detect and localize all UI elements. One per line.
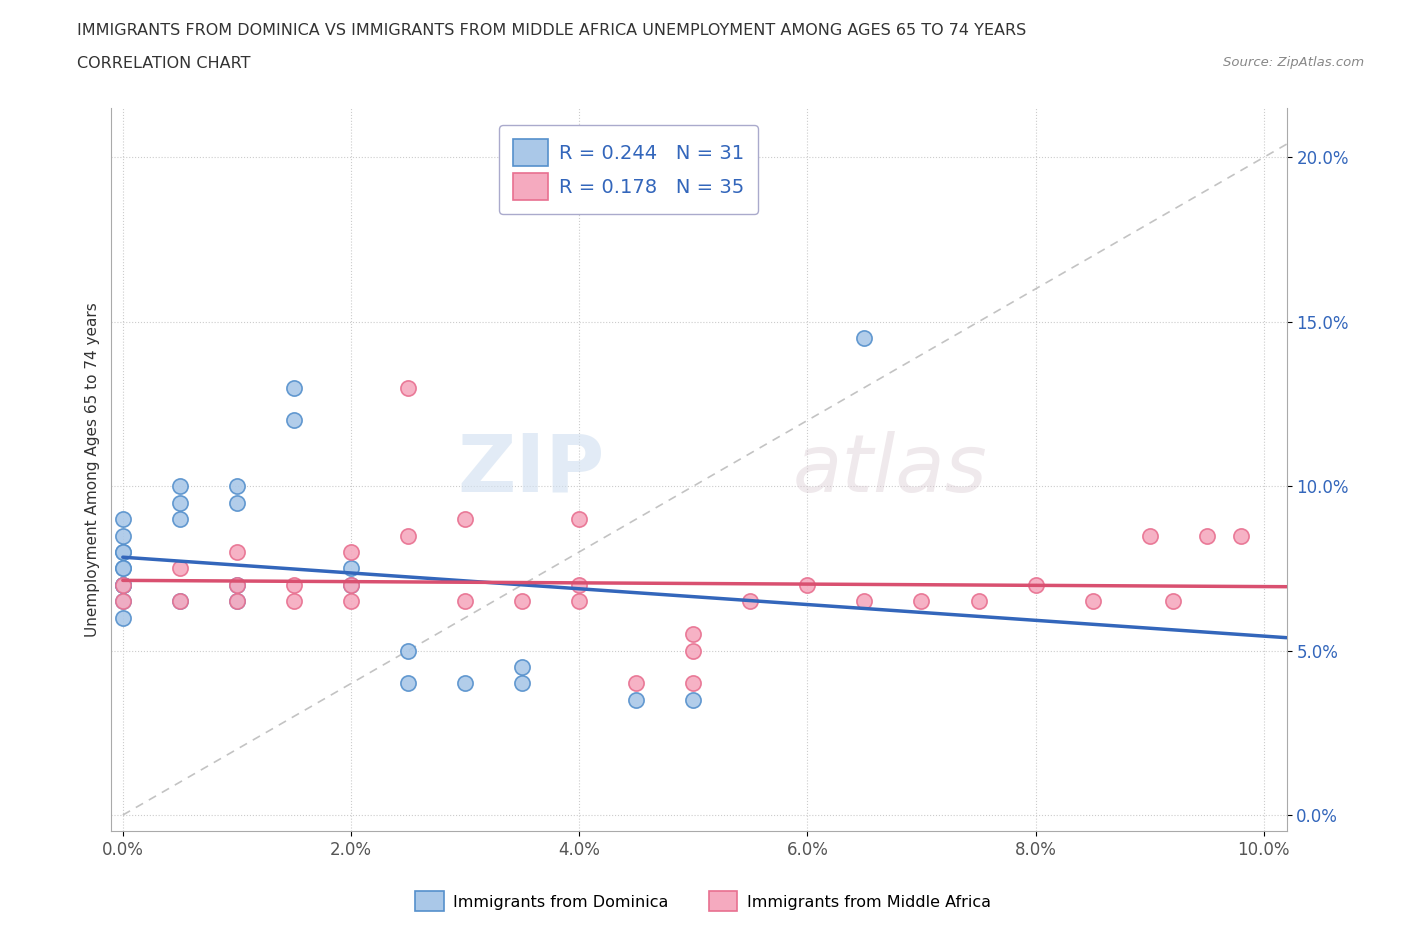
- Y-axis label: Unemployment Among Ages 65 to 74 years: Unemployment Among Ages 65 to 74 years: [86, 302, 100, 637]
- Point: [169, 479, 191, 494]
- Point: [396, 528, 419, 543]
- Point: [226, 578, 249, 592]
- Point: [1139, 528, 1161, 543]
- Point: [111, 610, 134, 625]
- Point: [226, 578, 249, 592]
- Point: [682, 676, 704, 691]
- Point: [853, 594, 876, 609]
- Point: [169, 512, 191, 526]
- Text: CORRELATION CHART: CORRELATION CHART: [77, 56, 250, 71]
- Point: [568, 512, 591, 526]
- Text: IMMIGRANTS FROM DOMINICA VS IMMIGRANTS FROM MIDDLE AFRICA UNEMPLOYMENT AMONG AGE: IMMIGRANTS FROM DOMINICA VS IMMIGRANTS F…: [77, 23, 1026, 38]
- Point: [967, 594, 990, 609]
- Point: [169, 561, 191, 576]
- Point: [111, 578, 134, 592]
- Point: [796, 578, 818, 592]
- Point: [682, 693, 704, 708]
- Point: [1230, 528, 1253, 543]
- Point: [626, 693, 648, 708]
- Point: [340, 561, 363, 576]
- Point: [510, 594, 533, 609]
- Point: [111, 578, 134, 592]
- Point: [682, 627, 704, 642]
- Point: [396, 644, 419, 658]
- Point: [226, 495, 249, 510]
- Point: [111, 594, 134, 609]
- Point: [111, 578, 134, 592]
- Point: [226, 594, 249, 609]
- Point: [111, 544, 134, 559]
- Point: [1081, 594, 1104, 609]
- Text: Source: ZipAtlas.com: Source: ZipAtlas.com: [1223, 56, 1364, 69]
- Point: [510, 676, 533, 691]
- Point: [853, 331, 876, 346]
- Point: [568, 594, 591, 609]
- Point: [1195, 528, 1218, 543]
- Point: [111, 528, 134, 543]
- Point: [340, 544, 363, 559]
- Point: [510, 659, 533, 674]
- Point: [340, 594, 363, 609]
- Point: [111, 544, 134, 559]
- Point: [1025, 578, 1047, 592]
- Point: [226, 479, 249, 494]
- Point: [111, 578, 134, 592]
- Point: [1161, 594, 1184, 609]
- Point: [682, 644, 704, 658]
- Point: [454, 512, 477, 526]
- Text: ZIP: ZIP: [458, 431, 605, 509]
- Point: [396, 676, 419, 691]
- Point: [169, 594, 191, 609]
- Point: [396, 380, 419, 395]
- Point: [454, 594, 477, 609]
- Point: [226, 544, 249, 559]
- Point: [111, 561, 134, 576]
- Point: [169, 594, 191, 609]
- Point: [111, 594, 134, 609]
- Point: [340, 578, 363, 592]
- Point: [740, 594, 762, 609]
- Point: [283, 594, 305, 609]
- Point: [111, 561, 134, 576]
- Text: atlas: atlas: [793, 431, 988, 509]
- Point: [454, 676, 477, 691]
- Point: [626, 676, 648, 691]
- Point: [283, 380, 305, 395]
- Legend: Immigrants from Dominica, Immigrants from Middle Africa: Immigrants from Dominica, Immigrants fro…: [409, 885, 997, 917]
- Point: [283, 578, 305, 592]
- Point: [226, 594, 249, 609]
- Point: [340, 578, 363, 592]
- Legend: R = 0.244   N = 31, R = 0.178   N = 35: R = 0.244 N = 31, R = 0.178 N = 35: [499, 125, 758, 214]
- Point: [910, 594, 932, 609]
- Point: [568, 578, 591, 592]
- Point: [283, 413, 305, 428]
- Point: [169, 495, 191, 510]
- Point: [111, 512, 134, 526]
